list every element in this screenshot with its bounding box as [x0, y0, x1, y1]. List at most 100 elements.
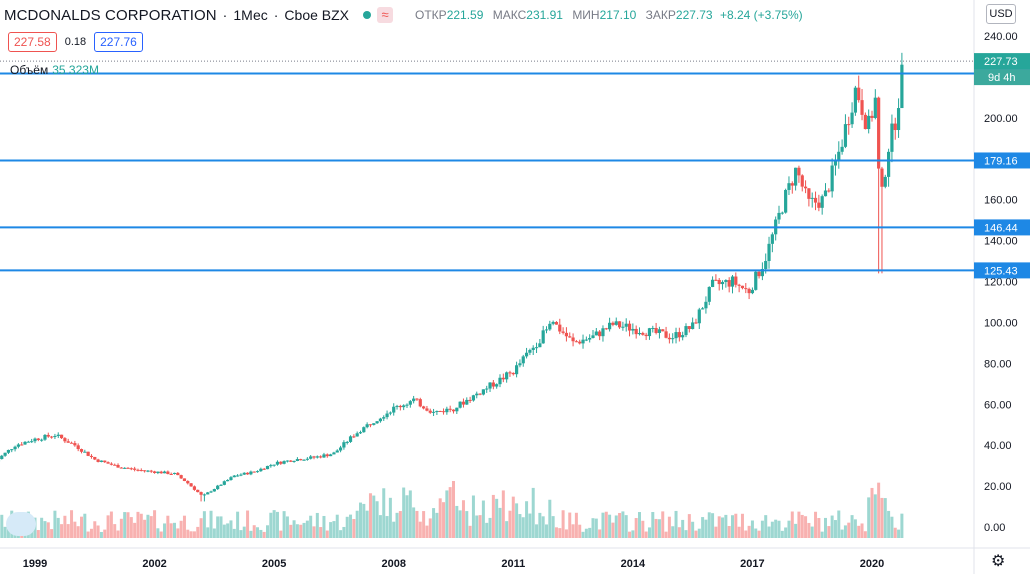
- volume-bar: [488, 517, 492, 538]
- candle-body: [737, 284, 741, 286]
- candle-body: [295, 459, 299, 461]
- volume-bar: [166, 515, 170, 538]
- candle-body: [853, 87, 857, 113]
- candle-body: [435, 410, 439, 412]
- volume-bar: [428, 518, 432, 538]
- candle-body: [594, 331, 598, 336]
- volume-bar: [182, 515, 186, 538]
- volume-bar: [691, 521, 695, 538]
- volume-bar: [252, 525, 256, 538]
- volume-bar: [332, 521, 336, 538]
- volume-bar: [588, 527, 592, 538]
- volume-bar: [388, 497, 392, 538]
- candle-body: [398, 405, 402, 408]
- volume-bar: [282, 511, 286, 538]
- volume-bar: [352, 519, 356, 538]
- candle-body: [757, 271, 761, 277]
- volume-bar: [73, 521, 77, 538]
- candle-body: [677, 332, 681, 338]
- volume-bar: [644, 531, 648, 538]
- y-tick-label: 200.00: [984, 113, 1018, 125]
- tradingview-logo-icon[interactable]: [6, 512, 36, 536]
- candle-body: [880, 168, 884, 187]
- volume-bar: [594, 518, 598, 538]
- volume-bar: [50, 529, 54, 538]
- volume-bar: [548, 499, 552, 538]
- candle-body: [159, 471, 163, 474]
- candle-body: [558, 324, 562, 332]
- candle-body: [448, 408, 452, 410]
- volume-bar: [312, 526, 316, 538]
- volume-bar: [790, 511, 794, 538]
- countdown-tag-bg: [974, 69, 1030, 86]
- candle-body: [505, 372, 509, 380]
- candle-body: [614, 321, 618, 325]
- quote-row: 227.58 0.18 227.76: [8, 32, 143, 52]
- compare-icon[interactable]: ≈: [377, 7, 394, 23]
- candle-body: [644, 334, 648, 337]
- volume-bar: [734, 513, 738, 538]
- volume-bar: [827, 526, 831, 538]
- volume-bar: [558, 528, 562, 538]
- candle-body: [236, 475, 240, 477]
- candle-body: [123, 467, 127, 469]
- volume-bar: [80, 516, 83, 538]
- candle-body: [704, 301, 708, 309]
- candle-body: [36, 438, 40, 440]
- volume-bar: [186, 529, 190, 538]
- currency-button[interactable]: USD: [986, 4, 1016, 24]
- volume-bar: [731, 515, 734, 538]
- candle-body: [229, 477, 233, 480]
- buy-price-button[interactable]: 227.76: [94, 32, 143, 52]
- x-tick-label: 2005: [262, 558, 286, 570]
- candle-body: [422, 406, 426, 409]
- volume-bar: [807, 522, 811, 538]
- volume-bar: [647, 527, 651, 538]
- line-price-tag-bg: [974, 152, 1030, 169]
- candle-body: [348, 436, 353, 442]
- candle-body: [491, 382, 495, 387]
- candle-body: [299, 459, 303, 461]
- volume-bar: [116, 530, 120, 538]
- candle-body: [59, 434, 64, 439]
- volume-bar: [551, 516, 555, 538]
- interval-label[interactable]: 1Мес: [233, 7, 268, 23]
- symbol-name[interactable]: MCDONALDS CORPORATION: [4, 6, 217, 24]
- candle-body: [206, 492, 210, 495]
- volume-bar: [804, 516, 808, 538]
- candle-body: [289, 460, 293, 462]
- candle-body: [541, 330, 545, 344]
- candle-body: [465, 399, 469, 405]
- candle-body: [358, 432, 363, 434]
- volume-bar: [870, 487, 874, 538]
- high-label: МАКС: [492, 8, 527, 22]
- candle-body: [551, 321, 555, 324]
- volume-bar: [176, 528, 180, 538]
- settings-gear-icon[interactable]: ⚙: [991, 553, 1006, 570]
- volume-bar: [372, 495, 376, 538]
- volume-bar: [641, 520, 645, 538]
- volume-bar: [229, 520, 233, 538]
- candle-body: [415, 398, 419, 400]
- candle-body: [554, 321, 559, 325]
- volume-bar: [66, 524, 70, 538]
- candle-body: [687, 326, 691, 330]
- volume-bar: [418, 521, 422, 538]
- volume-bar: [501, 490, 505, 538]
- candle-body: [292, 460, 296, 462]
- volume-bar: [259, 529, 263, 538]
- sell-price-button[interactable]: 227.58: [8, 32, 57, 52]
- candle-body: [13, 446, 17, 450]
- volume-bar: [89, 528, 93, 538]
- line-price-tag: 125.43: [984, 265, 1018, 277]
- candle-body: [548, 323, 552, 330]
- market-status-icon[interactable]: [363, 11, 372, 19]
- line-price-tag: 146.44: [984, 222, 1018, 234]
- volume-bar: [36, 530, 40, 538]
- volume-bar: [156, 528, 160, 538]
- candle-body: [896, 108, 901, 131]
- volume-bar: [345, 516, 349, 538]
- volume-bar: [133, 522, 137, 538]
- volume-bar: [359, 502, 362, 538]
